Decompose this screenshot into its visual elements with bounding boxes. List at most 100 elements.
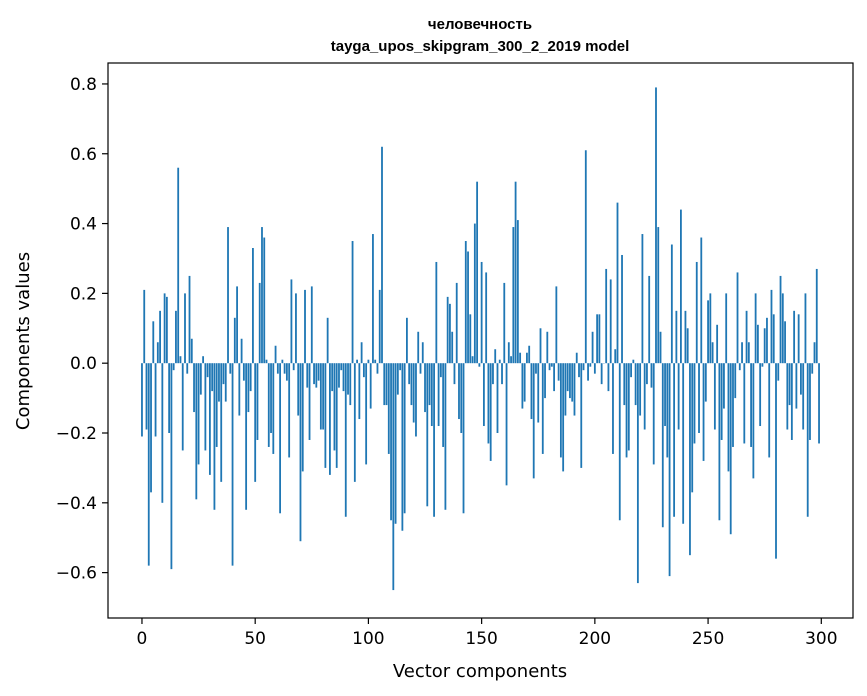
bar [634, 363, 637, 406]
bar [252, 248, 254, 364]
bar [150, 363, 152, 493]
bar [482, 363, 485, 427]
bar [786, 363, 789, 430]
bar [476, 181, 479, 364]
bar [469, 314, 472, 364]
bar [331, 363, 334, 392]
bar [313, 363, 315, 385]
bar [258, 282, 261, 364]
bar [161, 363, 164, 503]
y-tick-label: −0.6 [56, 564, 97, 584]
bar [401, 363, 404, 531]
bar [666, 363, 669, 458]
bar [179, 356, 182, 364]
bar [641, 234, 644, 364]
bar [695, 261, 698, 364]
bar [292, 363, 295, 371]
bar [208, 363, 211, 475]
bar [544, 363, 546, 399]
bar [306, 363, 309, 388]
y-tick-label: −0.2 [56, 424, 97, 444]
bar [220, 363, 223, 482]
bar [245, 363, 248, 510]
bar [548, 363, 551, 371]
bar [254, 363, 257, 482]
bar [521, 363, 524, 409]
bar [310, 286, 313, 364]
bar [467, 251, 469, 364]
bar [713, 363, 716, 430]
bar [229, 363, 232, 374]
bar [478, 363, 481, 367]
bar [584, 150, 587, 364]
bar [689, 363, 691, 556]
bar [406, 317, 408, 364]
bar [514, 181, 517, 364]
y-tick-label: 0.0 [70, 354, 97, 374]
bar [439, 363, 442, 378]
bar [417, 331, 420, 364]
bar [295, 293, 297, 364]
chart-title-line-2: tayga_upos_skipgram_300_2_2019 model [331, 38, 630, 55]
bar [261, 227, 263, 364]
bar [772, 314, 775, 364]
bar [396, 363, 399, 395]
bar [503, 282, 506, 364]
bar [510, 356, 512, 364]
bar [329, 363, 331, 475]
bar [446, 296, 449, 364]
bar [188, 275, 191, 364]
bar [156, 342, 159, 364]
plot-area-frame [107, 62, 854, 619]
bar [455, 282, 458, 364]
y-tick-label: 0.6 [70, 145, 97, 165]
bar [238, 363, 241, 416]
bar [777, 363, 780, 381]
bar [569, 363, 571, 399]
bar [630, 363, 632, 378]
bar [394, 363, 397, 524]
bar [322, 363, 325, 430]
bar [181, 363, 184, 451]
bar [319, 363, 322, 430]
bar [222, 363, 225, 385]
bar [218, 363, 220, 402]
bar [732, 363, 734, 447]
bar [172, 363, 175, 371]
bar [175, 310, 177, 364]
bar [546, 331, 549, 364]
bar [317, 363, 320, 381]
bar [224, 363, 227, 402]
bar [279, 363, 281, 514]
bar [539, 328, 542, 364]
bar [288, 363, 291, 458]
bar [227, 227, 229, 364]
bar [779, 275, 782, 364]
bar [190, 338, 193, 364]
bar [677, 363, 680, 430]
bar [573, 363, 576, 416]
bar [723, 363, 725, 409]
bar [643, 363, 646, 430]
bar [555, 286, 558, 364]
bar [795, 363, 798, 409]
bar [415, 363, 417, 437]
bar [265, 359, 268, 364]
bar [512, 227, 515, 364]
bar [781, 293, 784, 364]
bar [360, 342, 363, 364]
bar [365, 363, 368, 465]
bar [693, 363, 696, 444]
bar [231, 363, 234, 566]
bar [575, 352, 578, 364]
bar [750, 363, 752, 447]
bar [353, 363, 356, 482]
y-axis: −0.6 −0.4 −0.2 0.0 0.2 0.4 0.6 0.8 [56, 75, 108, 584]
y-axis-label: Components values [13, 252, 34, 430]
chart-title-line-1: человечность [428, 16, 532, 33]
bar [680, 209, 682, 364]
bar [621, 254, 623, 364]
bar [605, 268, 608, 364]
bar [399, 363, 402, 371]
bar [809, 363, 811, 440]
